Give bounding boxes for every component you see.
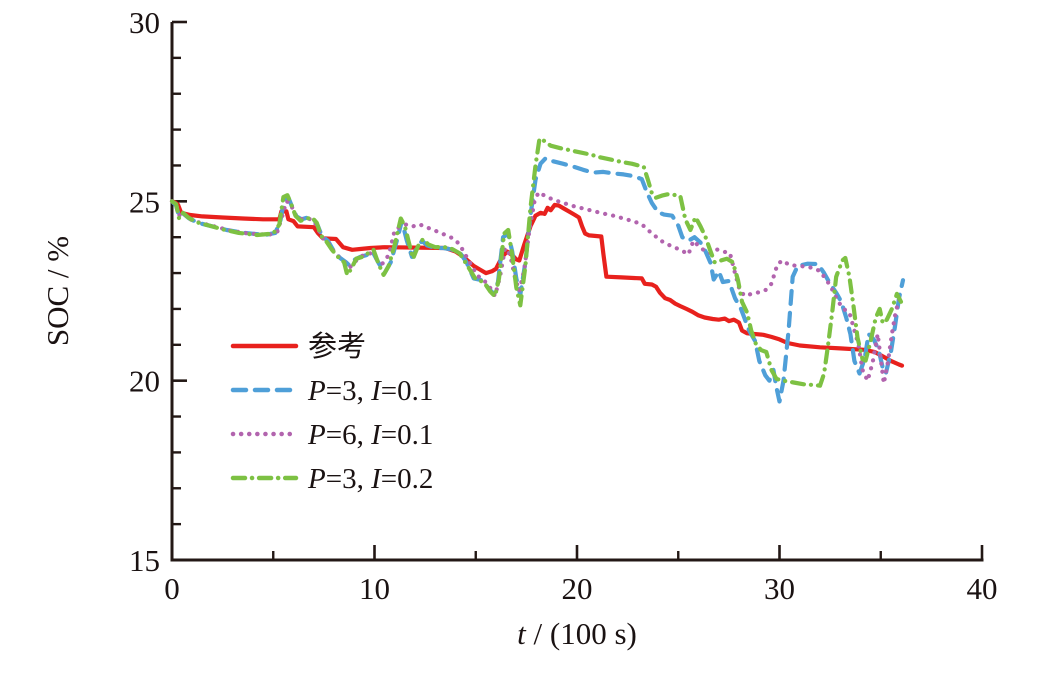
y-tick-label: 25	[129, 184, 160, 219]
x-axis-label: t / (100 s)	[517, 616, 637, 651]
y-tick-label: 30	[129, 5, 160, 40]
axes: 0 10 20 30 40 15 20 25 30	[129, 5, 998, 606]
legend-item-2: P=3, I=0.1	[230, 375, 433, 407]
series-curve-4	[169, 136, 904, 388]
series-curve-3	[169, 190, 904, 386]
x-tick-label: 20	[562, 571, 593, 606]
x-tick-label: 0	[164, 571, 180, 606]
x-tick-label: 30	[764, 571, 795, 606]
x-tick-label: 10	[359, 571, 390, 606]
x-tick-label: 40	[967, 571, 998, 606]
y-axis-label: SOC / %	[40, 236, 75, 346]
legend-item-4: P=3, I=0.2	[230, 463, 433, 495]
series-curve-1	[169, 199, 905, 368]
legend-item-3: P=6, I=0.1	[230, 419, 433, 451]
y-tick-label: 15	[129, 543, 160, 578]
legend: 参考 P=3, I=0.1 P=6, I=0.1 P=3, I=0.2	[230, 330, 433, 495]
y-tick-label: 20	[129, 364, 160, 399]
legend-label: P=3, I=0.1	[307, 375, 433, 407]
legend-label: P=6, I=0.1	[307, 419, 433, 451]
legend-label: P=3, I=0.2	[307, 463, 433, 495]
legend-item-1: 参考	[230, 330, 366, 363]
legend-label: 参考	[308, 330, 366, 363]
data-series	[169, 136, 906, 404]
